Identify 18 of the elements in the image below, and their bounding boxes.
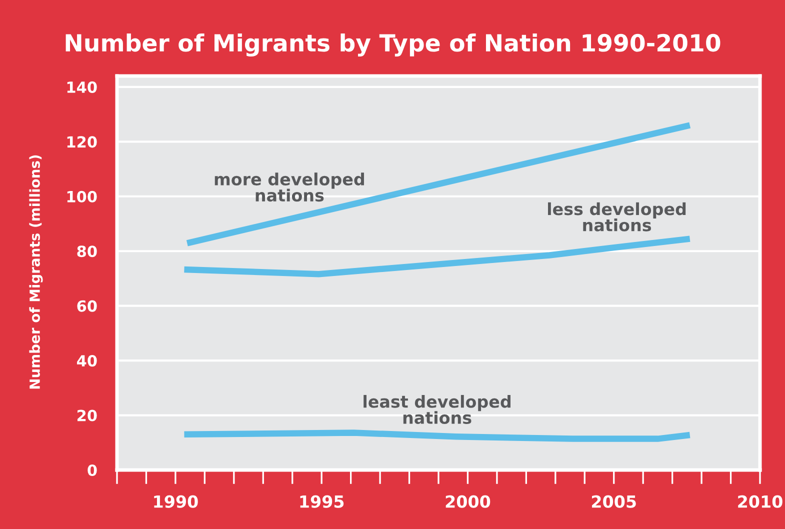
x-tick-label: 1995: [300, 495, 344, 508]
chart-title: Number of Migrants by Type of Nation 1990-2010: [66, 33, 720, 57]
y-tick-label: 120: [67, 136, 97, 148]
y-tick-label: 140: [67, 81, 97, 93]
y-tick-label: 80: [77, 246, 97, 258]
x-tick-label: 2010: [738, 495, 782, 508]
y-axis-title: Number of Migrants (millions): [29, 155, 43, 389]
x-tick-label: 2000: [446, 495, 490, 508]
x-tick-label: 2005: [592, 495, 636, 508]
series-label: more developed nations: [214, 172, 364, 202]
x-tick-label: 1990: [154, 495, 198, 508]
y-tick-label: 40: [76, 355, 97, 367]
series-label: least developed nations: [364, 394, 510, 424]
y-tick-label: 60: [77, 300, 97, 312]
y-tick-label: 20: [78, 410, 97, 422]
y-tick-label: 100: [67, 190, 97, 202]
series-label: less developed nations: [548, 202, 686, 232]
y-tick-label: 0: [88, 464, 97, 476]
